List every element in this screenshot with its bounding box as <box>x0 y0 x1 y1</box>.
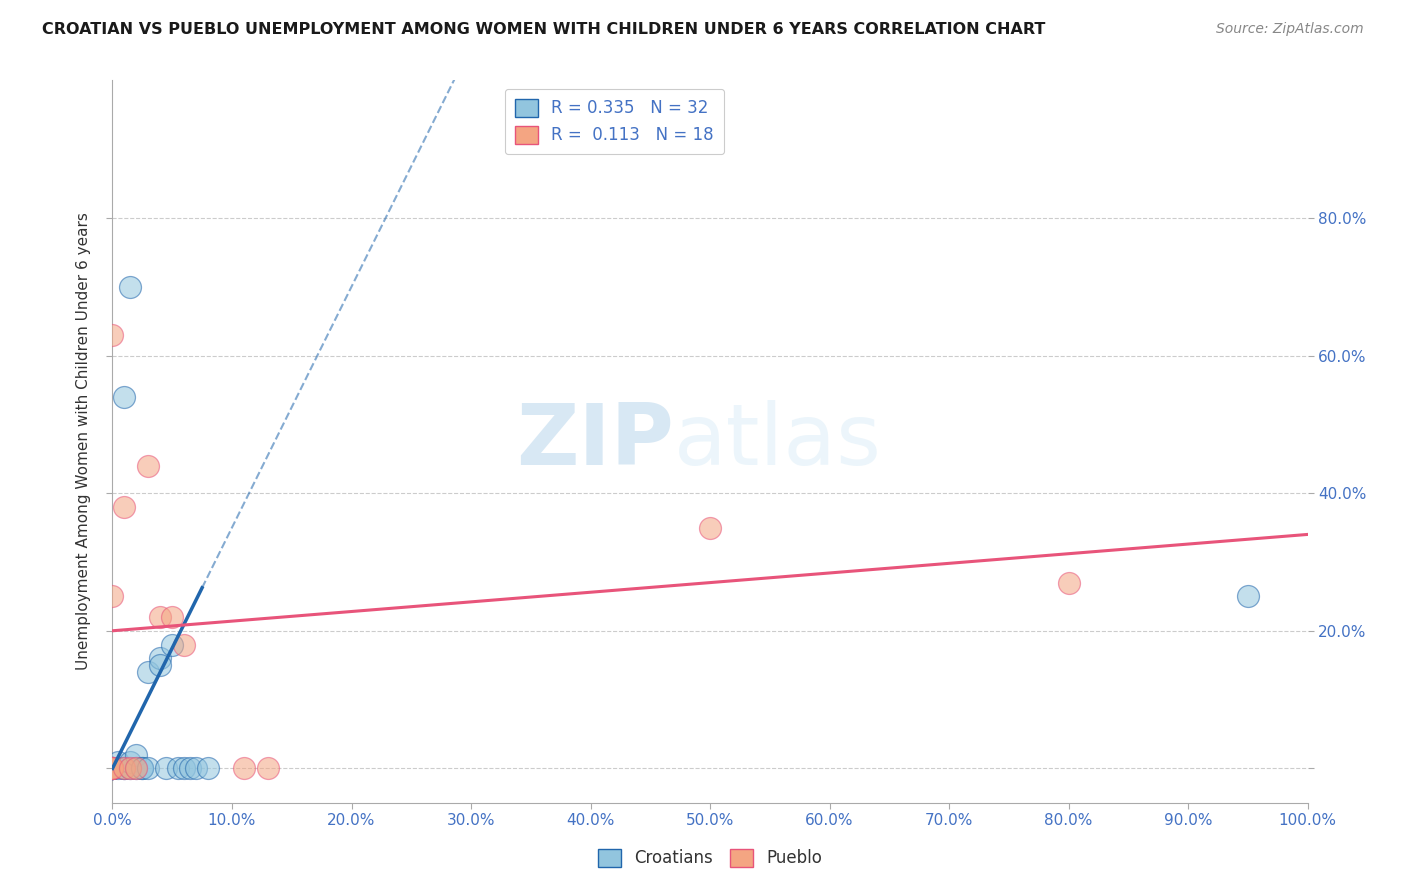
Point <box>138 761 160 775</box>
Point <box>125 761 148 775</box>
Point <box>149 610 172 624</box>
Point <box>120 279 142 293</box>
Point <box>162 610 183 624</box>
Point <box>101 761 124 775</box>
Point <box>101 761 124 775</box>
Point <box>173 761 195 775</box>
Point <box>162 638 183 652</box>
Point <box>107 761 129 775</box>
Point <box>131 761 153 775</box>
Point <box>1237 590 1260 604</box>
Point <box>114 390 135 404</box>
Text: ZIP: ZIP <box>516 400 675 483</box>
Point <box>101 590 124 604</box>
Point <box>101 761 124 775</box>
Point <box>120 761 142 775</box>
Point <box>186 761 208 775</box>
Point <box>125 761 148 775</box>
Point <box>1057 575 1080 590</box>
Point <box>179 761 201 775</box>
Point <box>101 761 124 775</box>
Point <box>125 747 148 762</box>
Point <box>101 761 124 775</box>
Point <box>257 761 280 775</box>
Text: CROATIAN VS PUEBLO UNEMPLOYMENT AMONG WOMEN WITH CHILDREN UNDER 6 YEARS CORRELAT: CROATIAN VS PUEBLO UNEMPLOYMENT AMONG WO… <box>42 22 1046 37</box>
Point <box>197 761 219 775</box>
Point <box>107 755 129 769</box>
Point <box>138 665 160 679</box>
Point <box>101 761 124 775</box>
Point <box>173 638 195 652</box>
Point <box>101 761 124 775</box>
Point <box>101 761 124 775</box>
Point <box>101 761 124 775</box>
Point <box>155 761 177 775</box>
Point <box>131 761 153 775</box>
Point <box>699 520 721 534</box>
Point <box>114 500 135 514</box>
Y-axis label: Unemployment Among Women with Children Under 6 years: Unemployment Among Women with Children U… <box>76 212 91 671</box>
Point <box>149 658 172 673</box>
Point <box>114 761 135 775</box>
Point <box>138 458 160 473</box>
Text: Source: ZipAtlas.com: Source: ZipAtlas.com <box>1216 22 1364 37</box>
Point <box>101 761 124 775</box>
Point <box>101 327 124 342</box>
Point <box>114 761 135 775</box>
Point <box>101 761 124 775</box>
Point <box>149 651 172 665</box>
Point <box>114 761 135 775</box>
Point <box>120 755 142 769</box>
Legend: Croatians, Pueblo: Croatians, Pueblo <box>591 842 830 874</box>
Point <box>101 761 124 775</box>
Point <box>233 761 256 775</box>
Point <box>167 761 190 775</box>
Text: atlas: atlas <box>675 400 882 483</box>
Point <box>120 761 142 775</box>
